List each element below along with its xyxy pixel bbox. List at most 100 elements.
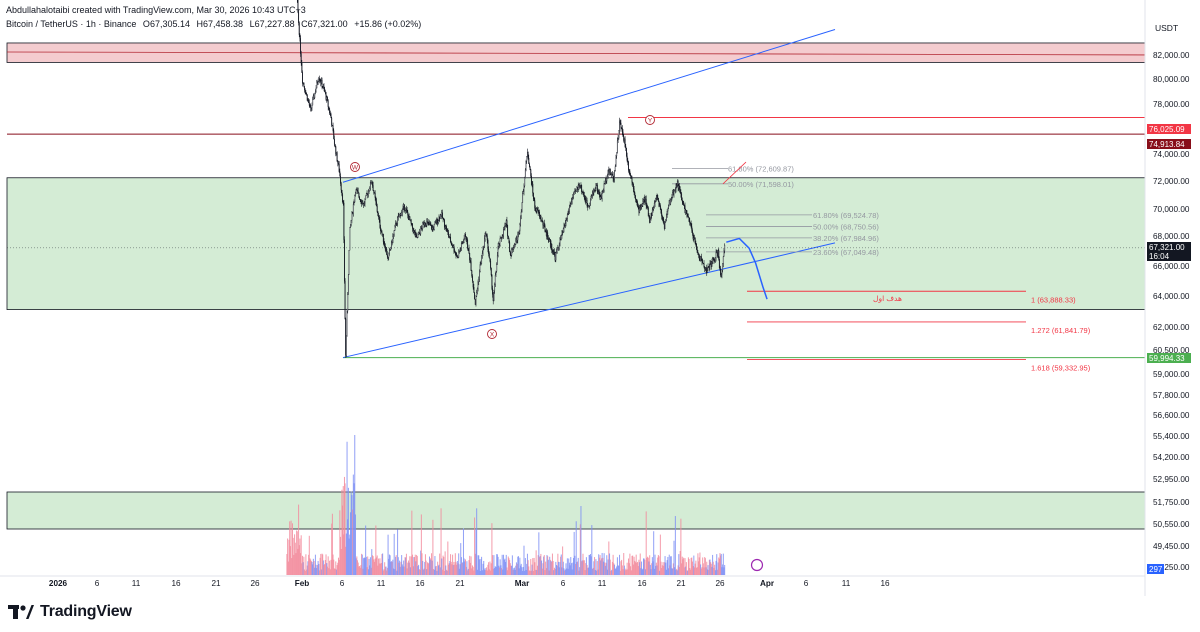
candle-body [468,247,470,254]
volume-bar [470,556,472,575]
wave-label-circle [350,162,360,172]
candle-body [503,229,504,237]
candle-body [598,191,600,195]
candle-body [670,199,672,205]
volume-bar [573,531,575,575]
volume-bar [545,561,547,575]
candle-body [472,280,474,288]
volume-bar [422,569,424,575]
candle-body [461,243,463,244]
volume-bar [291,558,293,575]
volume-bar [587,567,589,575]
volume-bar [533,557,535,575]
volume-bar [693,555,695,575]
volume-bar [417,566,419,575]
candle-body [455,252,457,255]
candle-body [463,242,464,244]
candle-body [565,218,567,224]
candle-body [429,223,431,226]
candle-body [359,199,361,201]
volume-bar [520,565,522,575]
volume-bar [695,560,697,575]
candle-body [535,210,537,212]
volume-bar [688,558,690,575]
volume-bar [724,564,726,575]
volume-bar [536,569,538,575]
volume-bar [678,567,680,575]
x-tick: 26 [715,579,725,588]
volume-bar [560,556,562,575]
candle-body [566,218,568,220]
candle-body [698,254,700,259]
volume-bar [331,523,333,575]
candle-body [672,192,674,196]
volume-bar [714,564,716,575]
volume-bar [376,557,378,575]
candle-body [566,214,568,219]
candle-body [568,211,570,213]
candle-body [612,174,614,179]
volume-bar [690,557,692,575]
x-tick: 21 [211,579,221,588]
volume-bar [678,554,680,575]
volume-bar [524,570,526,575]
volume-bar [534,569,536,575]
volume-bar [669,565,671,575]
volume-bar [292,537,294,575]
candle-body [671,197,673,199]
candle-body [489,257,491,262]
candle-body [452,245,454,248]
volume-bar [307,561,309,575]
candle-body [476,292,478,297]
volume-bar [506,567,508,575]
volume-bar [500,565,502,575]
volume-bar [395,555,397,575]
candle-body [308,102,310,106]
tradingview-logo[interactable]: TradingView [8,603,132,621]
candle-body [366,193,368,195]
volume-bar [316,568,318,575]
chart-canvas[interactable]: 61.80% (72,609.87) 50.00% (71,598.01) 61.8… [0,0,1200,596]
volume-bar [298,545,300,575]
candle-body [712,257,714,263]
volume-bar [513,567,515,575]
candle-body [610,173,612,175]
volume-bar [584,570,586,575]
candle-body [621,128,623,130]
y-tick: 80,000.00 [1153,75,1190,84]
candle-body [567,211,569,215]
volume-bar [309,558,311,575]
volume-bar [621,565,623,575]
candle-body [336,152,337,155]
volume-bar [684,558,686,575]
volume-bar [555,561,557,575]
volume-bar [713,567,715,575]
price-tag: 297 [1149,565,1163,574]
volume-bar [583,560,585,575]
candle-body [562,231,564,233]
candle-body [352,212,354,214]
volume-bar [563,568,565,575]
volume-bar [668,568,670,575]
volume-bar [549,559,551,575]
volume-bar [492,568,494,575]
currency-label[interactable]: USDT [1155,23,1178,33]
volume-bar [405,557,407,575]
fib-lower-label: 38.20% (67,984.96) [813,234,879,243]
volume-bar [691,557,693,575]
volume-bar [333,568,335,575]
candle-body [357,191,359,194]
volume-bar [499,559,501,575]
volume-bar [507,570,509,575]
volume-bar [600,560,602,575]
volume-bar [659,570,661,575]
candle-body [654,200,656,204]
candle-body [700,256,702,261]
candle-body [559,238,561,247]
candle-body [339,171,341,177]
symbol-title[interactable]: Bitcoin / TetherUS · 1h · Binance [6,19,137,29]
candle-body [503,229,505,231]
volume-bar [471,568,473,575]
volume-bar [306,569,308,575]
candle-body [522,193,524,203]
